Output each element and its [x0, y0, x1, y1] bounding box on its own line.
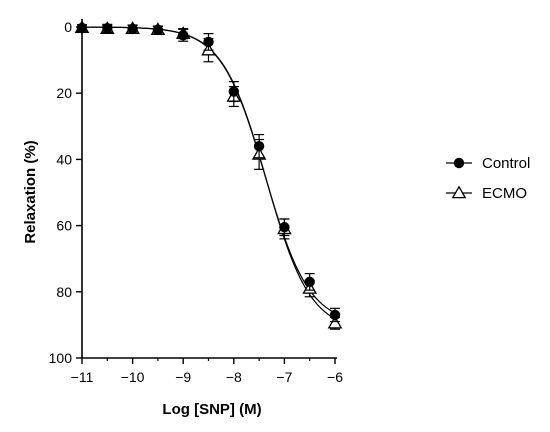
y-tick-label: 0 — [64, 19, 72, 35]
data-point-control — [253, 140, 265, 152]
fit-curves — [82, 26, 336, 320]
legend-marker-control — [453, 157, 465, 169]
data-point-control — [152, 24, 164, 36]
data-point-control — [203, 36, 214, 48]
y-tick-label: 20 — [56, 85, 72, 101]
x-tick-label: −8 — [226, 369, 242, 385]
x-tick-label: −11 — [71, 369, 94, 385]
x-tick-label: −7 — [276, 369, 292, 385]
x-axis-title: Log [SNP] (M) — [162, 401, 261, 418]
x-tick-label: −9 — [175, 369, 191, 385]
legend-label-ecmo: ECMO — [482, 185, 527, 202]
data-point-ecmo — [327, 315, 343, 329]
y-tick-label: 40 — [56, 151, 72, 167]
data-point-control — [127, 23, 138, 35]
data-point-control — [76, 22, 88, 34]
x-tick-label: −10 — [121, 369, 145, 385]
y-axis-title: Relaxation (%) — [22, 140, 39, 243]
y-tick-label: 100 — [49, 350, 73, 366]
legend-marker-ecmo — [451, 185, 467, 199]
y-tick-label: 80 — [56, 284, 72, 300]
y-tick-label: 60 — [56, 218, 72, 234]
data-point-control — [178, 30, 189, 41]
legend: Control ECMO — [446, 155, 530, 202]
data-point-control — [329, 309, 341, 321]
data-point-control — [102, 23, 113, 34]
legend-label-control: Control — [482, 155, 530, 172]
data-point-control — [279, 222, 290, 233]
axes: −11 −10 −9 −8 −7 −6 0 20 40 60 80 100 — [49, 19, 343, 385]
fit-curve-ecmo — [82, 26, 336, 320]
data-point-control — [304, 276, 315, 288]
data-point-control — [228, 86, 239, 97]
data-points — [74, 20, 343, 330]
x-tick-label: −6 — [327, 369, 343, 385]
